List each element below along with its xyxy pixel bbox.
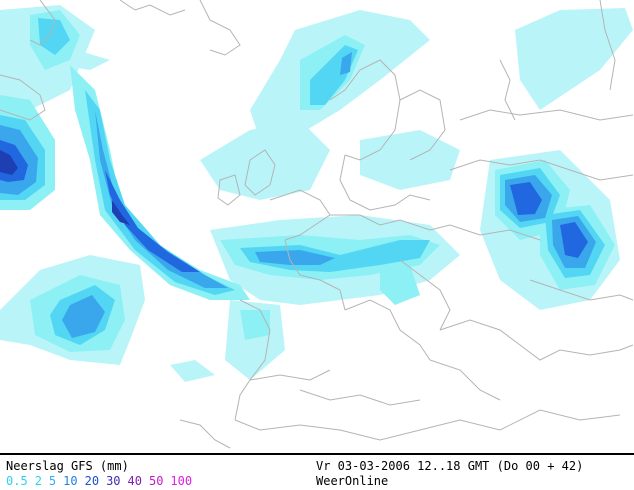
legend-level-40: 40 bbox=[127, 474, 142, 488]
legend-level-100: 100 bbox=[170, 474, 193, 488]
legend-level-2: 2 bbox=[34, 474, 42, 488]
legend-level-10: 10 bbox=[63, 474, 78, 488]
legend-level-50: 50 bbox=[148, 474, 164, 488]
precipitation-map bbox=[0, 0, 634, 455]
legend-level-20: 20 bbox=[84, 474, 100, 488]
map-footer: Neerslag GFS (mm) 0.5 2 5 10 20 30 40 50 100 Vr … bbox=[0, 457, 634, 490]
legend-title: Neerslag GFS (mm) bbox=[6, 459, 129, 473]
validity-time: Vr 03-03-2006 12..18 GMT (Do 00 + 42) bbox=[316, 459, 584, 473]
map-canvas bbox=[0, 0, 634, 449]
legend-level-5: 5 bbox=[48, 474, 57, 488]
legend-level-0.5: 0.5 bbox=[6, 474, 28, 488]
precip-level-30 bbox=[0, 150, 130, 225]
provider-label: WeerOnline bbox=[316, 474, 389, 488]
legend-scale: 0.5 2 5 10 20 30 40 50 100 bbox=[6, 474, 199, 488]
country-borders bbox=[0, 0, 634, 449]
legend-level-30: 30 bbox=[106, 474, 121, 488]
